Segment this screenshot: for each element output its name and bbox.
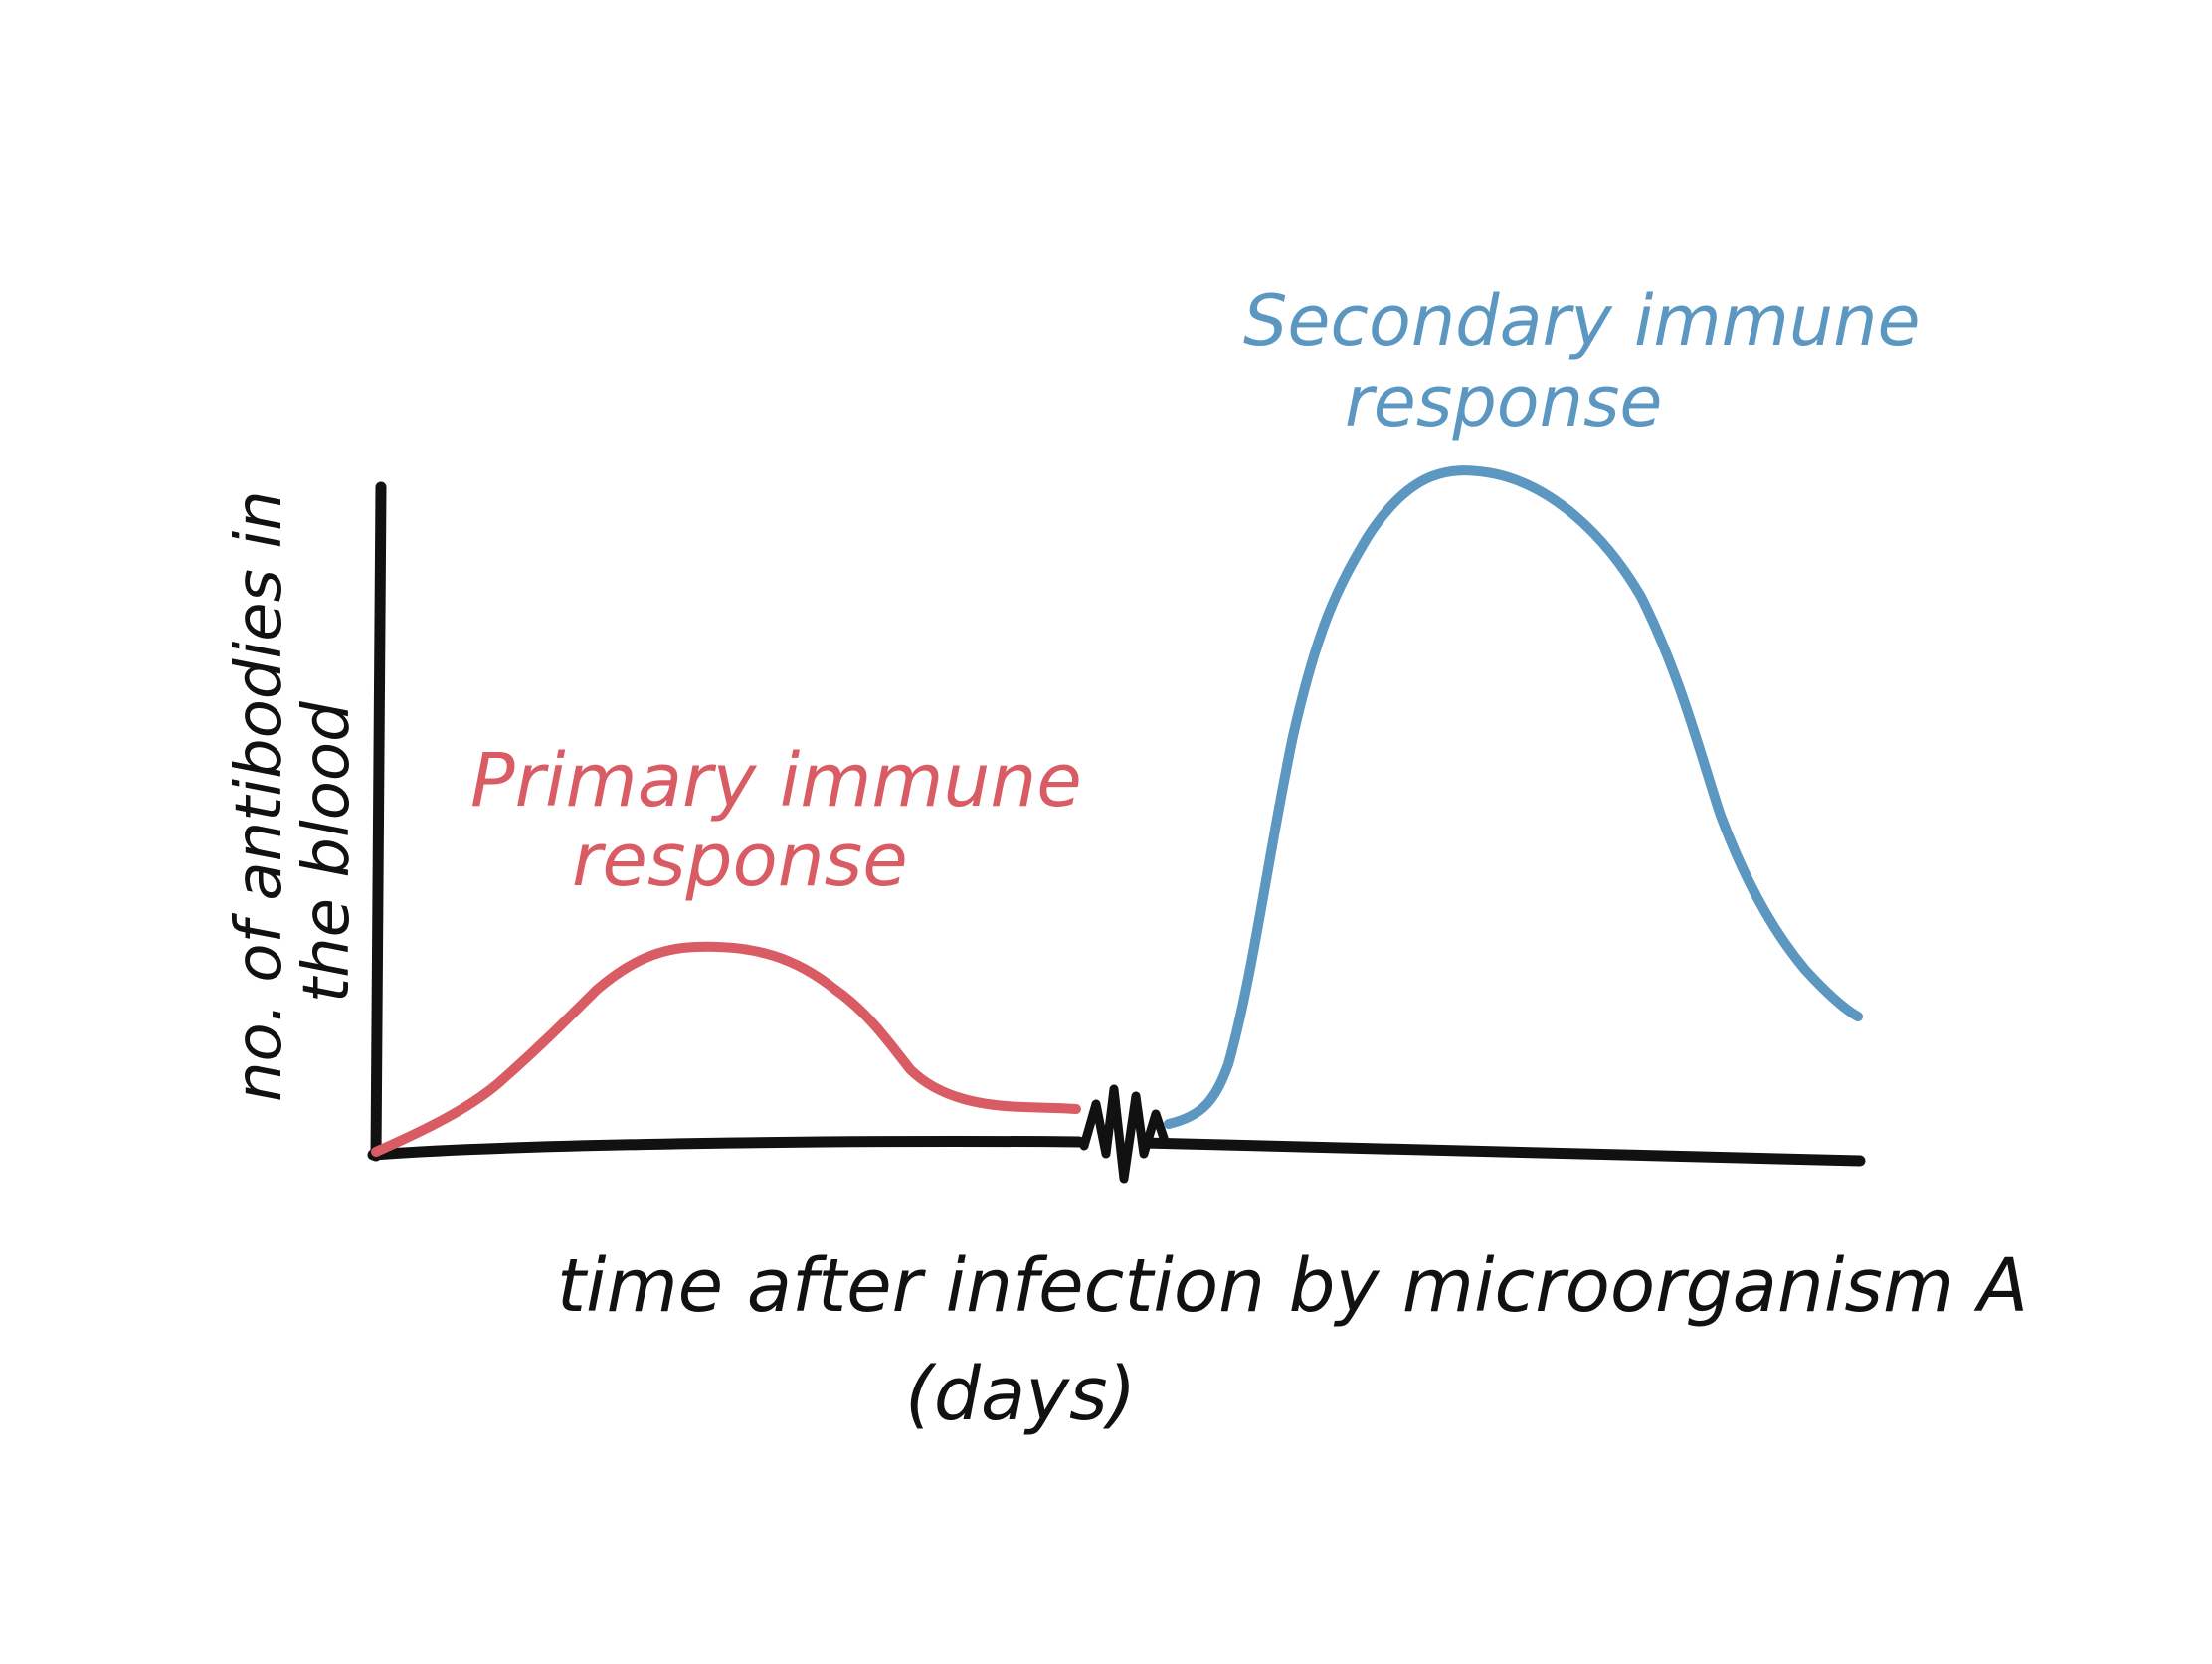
x-axis-label-line2: (days) <box>905 1352 1136 1437</box>
secondary-response-label-line1: Secondary immune <box>1243 280 1921 362</box>
x-axis-left-segment <box>367 1136 1085 1161</box>
axis-break-symbol <box>1079 1084 1171 1184</box>
y-axis-label-group: no. of antibodies in the blood <box>223 490 364 1102</box>
secondary-response-curve <box>1164 465 1863 1129</box>
y-axis-label-line2: the blood <box>290 701 364 1003</box>
primary-response-label-line1: Primary immune <box>470 738 1082 824</box>
primary-response-curve <box>371 941 1081 1157</box>
y-axis-label-line1: no. of antibodies in <box>223 490 296 1102</box>
x-axis-right-segment <box>1138 1137 1866 1167</box>
primary-response-label-line2: response <box>572 818 908 903</box>
secondary-response-label-line2: response <box>1345 361 1662 443</box>
x-axis-label-line1: time after infection by microorganism A <box>557 1243 2028 1329</box>
y-axis <box>370 481 387 1162</box>
